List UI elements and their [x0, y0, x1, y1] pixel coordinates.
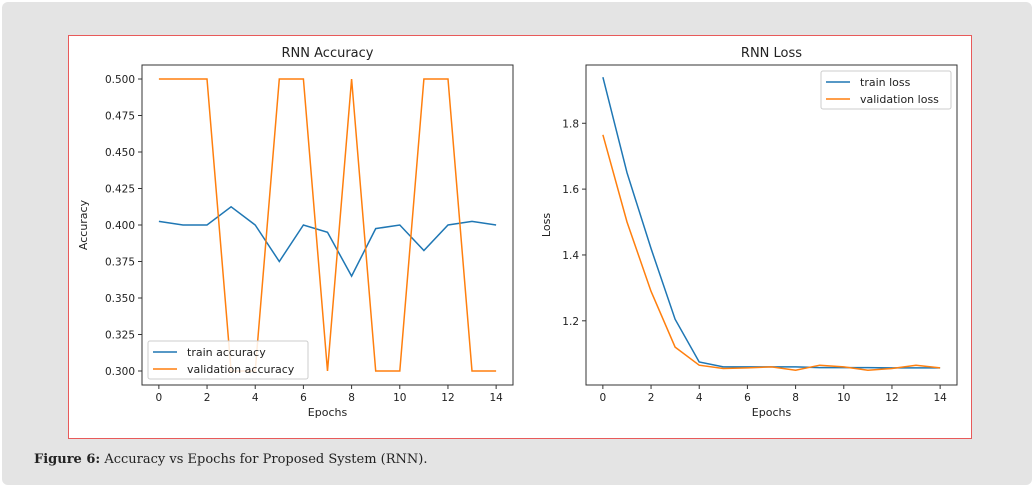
series-line-train-accuracy	[158, 205, 497, 278]
series-line-validation-loss	[602, 134, 941, 371]
y-tick-label: 1.6	[562, 184, 579, 196]
x-tick-label: 8	[792, 392, 799, 404]
legend-label: validation accuracy	[187, 363, 295, 376]
x-tick-label: 12	[441, 392, 454, 404]
axes-frame	[585, 64, 958, 386]
series-line-train-loss	[602, 77, 941, 369]
y-axis-label: Loss	[540, 213, 553, 237]
x-tick-label: 14	[933, 392, 947, 404]
x-tick-label: 10	[837, 392, 850, 404]
x-tick-label: 6	[300, 392, 307, 404]
series-line-validation-accuracy	[158, 78, 497, 372]
y-tick-label: 0.400	[105, 220, 135, 232]
x-tick-label: 10	[393, 392, 406, 404]
legend-label: train loss	[860, 76, 911, 89]
y-tick-label: 0.300	[105, 366, 135, 378]
y-tick-label: 0.425	[105, 184, 135, 196]
x-tick-label: 2	[204, 392, 211, 404]
chart-title: RNN Loss	[741, 46, 802, 61]
x-axis-label: Epochs	[752, 406, 792, 419]
y-tick-label: 0.350	[105, 293, 135, 305]
x-tick-label: 8	[348, 392, 355, 404]
x-tick-label: 2	[648, 392, 655, 404]
x-tick-label: 0	[156, 392, 163, 404]
legend-label: train accuracy	[187, 346, 266, 359]
x-tick-label: 4	[696, 392, 703, 404]
x-axis-label: Epochs	[308, 406, 348, 419]
charts-svg: RNN Accuracy 0 2 4 6 8 10 12 14 0.300 0.325 0.350 0.…	[77, 46, 958, 419]
y-tick-label: 1.4	[562, 250, 579, 262]
chart-title: RNN Accuracy	[282, 46, 374, 61]
y-tick-label: 1.2	[562, 316, 579, 328]
y-tick-label: 0.475	[105, 111, 135, 123]
caption-text: Accuracy vs Epochs for Proposed System (…	[100, 452, 428, 467]
y-axis-label: Accuracy	[77, 199, 90, 250]
x-tick-label: 0	[600, 392, 607, 404]
y-tick-label: 0.450	[105, 147, 135, 159]
legend-box	[820, 70, 952, 110]
legend-box	[147, 340, 309, 380]
legend-label: validation loss	[860, 93, 939, 106]
x-tick-label: 4	[252, 392, 259, 404]
y-tick-label: 0.500	[105, 74, 135, 86]
x-tick-label: 14	[489, 392, 503, 404]
figure-caption: Figure 6: Accuracy vs Epochs for Propose…	[34, 452, 427, 467]
x-tick-label: 6	[744, 392, 751, 404]
y-tick-label: 0.375	[105, 256, 135, 268]
caption-label: Figure 6:	[34, 452, 101, 467]
figure-image: RNN Accuracy 0 2 4 6 8 10 12 14 0.300 0.325 0.350 0.…	[68, 35, 972, 439]
y-tick-label: 0.325	[105, 329, 135, 341]
y-tick-label: 1.8	[562, 118, 579, 130]
x-tick-label: 12	[885, 392, 898, 404]
